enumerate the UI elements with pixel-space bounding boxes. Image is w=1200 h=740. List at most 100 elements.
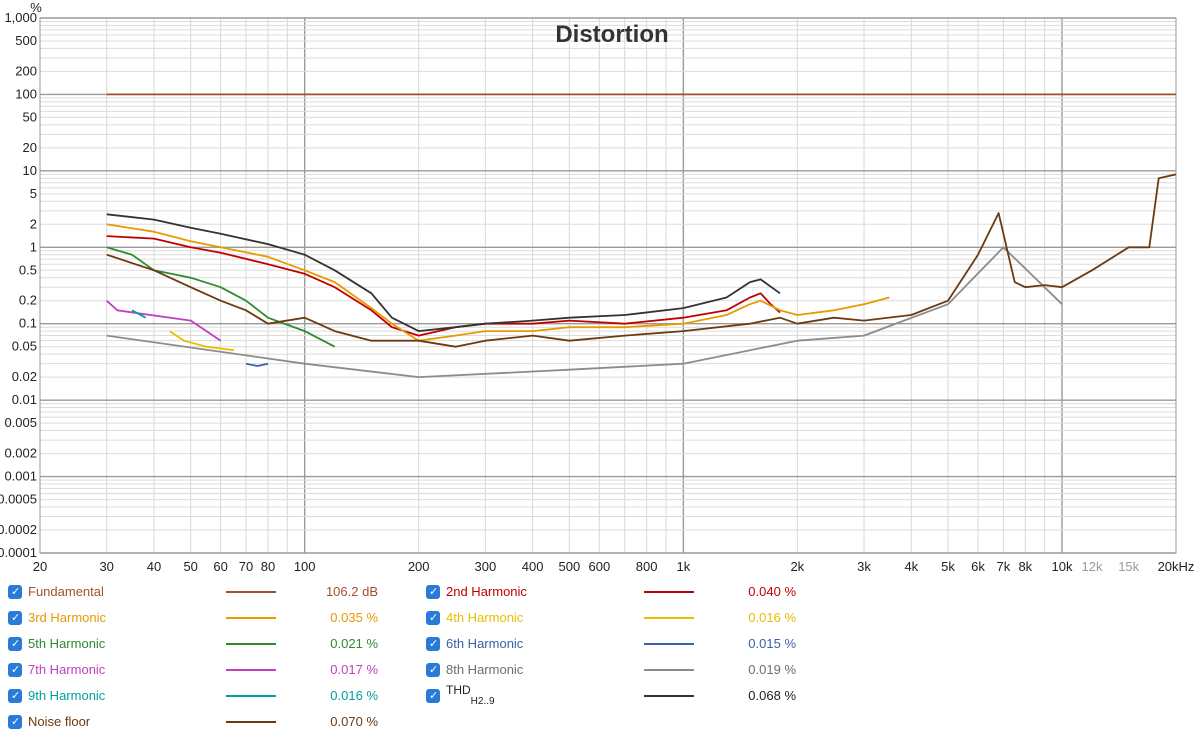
- checkbox-checked-icon[interactable]: [8, 637, 22, 651]
- y-tick-label: 0.2: [19, 293, 37, 308]
- x-tick-label: 200: [408, 559, 430, 574]
- series-line-noise-floor: [106, 173, 1177, 348]
- y-tick-label: 0.1: [19, 316, 37, 331]
- checkbox-checked-icon[interactable]: [426, 637, 440, 651]
- series-layer: [106, 93, 1177, 379]
- distortion-chart: 20 30 40 50 60 70 80 100 200 300 400 500 600 800 1k 2k 3…: [0, 0, 1200, 580]
- legend-swatch: [226, 695, 276, 697]
- series-line-5th-harmonic: [106, 246, 336, 348]
- series-line-7th-harmonic: [106, 300, 222, 342]
- legend-swatch: [644, 669, 694, 671]
- checkbox-checked-icon[interactable]: [8, 663, 22, 677]
- legend-label: Fundamental: [28, 584, 104, 599]
- legend-swatch: [644, 617, 694, 619]
- y-tick-label: 0.005: [4, 415, 37, 430]
- x-tick-label: 300: [474, 559, 496, 574]
- legend-value: 0.016 %: [748, 610, 796, 625]
- x-tick-label: 10k: [1052, 559, 1073, 574]
- series-line-3rd-harmonic: [106, 223, 890, 342]
- thd-subscript: H2..9: [470, 695, 495, 707]
- y-tick-label: 0.5: [19, 262, 37, 277]
- legend-value: 0.016 %: [330, 688, 378, 703]
- legend-label: 7th Harmonic: [28, 662, 106, 677]
- checkbox-checked-icon[interactable]: [8, 715, 22, 729]
- checkbox-checked-icon[interactable]: [8, 689, 22, 703]
- legend-swatch: [226, 617, 276, 619]
- y-tick-label: 1,000: [4, 10, 37, 25]
- x-tick-label: 12k: [1082, 559, 1103, 574]
- series-line-6th-harmonic: [245, 362, 269, 367]
- plot-background: [0, 0, 1200, 580]
- thd-label: THD: [446, 683, 471, 697]
- y-tick-label: 20: [23, 140, 37, 155]
- x-tick-label: 70: [239, 559, 253, 574]
- y-tick-label: 0.001: [4, 469, 37, 484]
- y-tick-label: 10: [23, 163, 37, 178]
- grid: [39, 17, 1177, 554]
- series-line-8th-harmonic: [106, 246, 1063, 379]
- y-tick-label: 2: [30, 216, 37, 231]
- x-tick-label: 8k: [1018, 559, 1032, 574]
- x-tick-label: 5k: [941, 559, 955, 574]
- legend-swatch: [644, 591, 694, 593]
- x-tick-label: 20: [33, 559, 47, 574]
- legend-swatch: [226, 591, 276, 593]
- y-tick-label: 200: [15, 63, 37, 78]
- x-tick-label: 1k: [676, 559, 690, 574]
- x-tick-label: 400: [522, 559, 544, 574]
- legend-label: 3rd Harmonic: [28, 610, 107, 625]
- x-tick-label: 600: [588, 559, 610, 574]
- y-tick-label: 0.0001: [0, 545, 37, 560]
- legend-label: 5th Harmonic: [28, 636, 106, 651]
- plot-frame: [39, 17, 1177, 554]
- legend-value: 0.015 %: [748, 636, 796, 651]
- checkbox-checked-icon[interactable]: [426, 585, 440, 599]
- x-tick-label: 20kHz: [1158, 559, 1195, 574]
- y-tick-label: 50: [23, 109, 37, 124]
- legend-label: 2nd Harmonic: [446, 584, 527, 599]
- legend-swatch: [644, 695, 694, 697]
- legend-value: 0.070 %: [330, 714, 378, 729]
- y-tick-label: 100: [15, 86, 37, 101]
- y-axis-unit: %: [30, 0, 42, 15]
- series-line-4th-harmonic: [169, 330, 234, 352]
- legend-swatch: [644, 643, 694, 645]
- legend-value: 0.040 %: [748, 584, 796, 599]
- x-tick-label: 60: [213, 559, 227, 574]
- legend-swatch: [226, 721, 276, 723]
- checkbox-checked-icon[interactable]: [426, 689, 440, 703]
- x-tick-label: 800: [636, 559, 658, 574]
- y-tick-label: 0.0002: [0, 522, 37, 537]
- legend-label: Noise floor: [28, 714, 91, 729]
- x-tick-label: 500: [559, 559, 581, 574]
- x-tick-label: 3k: [857, 559, 871, 574]
- y-tick-label: 0.02: [12, 369, 37, 384]
- legend-value: 0.019 %: [748, 662, 796, 677]
- checkbox-checked-icon[interactable]: [8, 585, 22, 599]
- x-tick-label: 30: [99, 559, 113, 574]
- legend-swatch: [226, 669, 276, 671]
- x-tick-label: 100: [294, 559, 316, 574]
- y-tick-label: 0.05: [12, 339, 37, 354]
- checkbox-checked-icon[interactable]: [426, 663, 440, 677]
- x-tick-label: 7k: [996, 559, 1010, 574]
- legend-value: 0.035 %: [330, 610, 378, 625]
- legend-label: 9th Harmonic: [28, 688, 106, 703]
- legend-value: 0.068 %: [748, 688, 796, 703]
- legend: Fundamental 106.2 dB 3rd Harmonic 0.035 …: [0, 580, 1200, 740]
- checkbox-checked-icon[interactable]: [8, 611, 22, 625]
- y-tick-label: 1: [30, 239, 37, 254]
- checkbox-checked-icon[interactable]: [426, 611, 440, 625]
- y-tick-label: 0.01: [12, 392, 37, 407]
- y-tick-label: 5: [30, 186, 37, 201]
- x-tick-label: 50: [183, 559, 197, 574]
- legend-value: 0.021 %: [330, 636, 378, 651]
- y-tick-label: 0.0005: [0, 492, 37, 507]
- x-tick-label: 40: [147, 559, 161, 574]
- legend-swatch: [226, 643, 276, 645]
- x-tick-label: 4k: [904, 559, 918, 574]
- y-tick-label: 500: [15, 33, 37, 48]
- chart-title: Distortion: [555, 21, 668, 48]
- x-tick-label: 2k: [790, 559, 804, 574]
- legend-value: 0.017 %: [330, 662, 378, 677]
